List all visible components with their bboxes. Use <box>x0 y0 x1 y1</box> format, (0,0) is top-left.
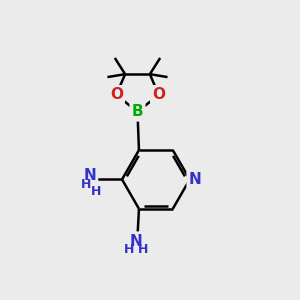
Text: H: H <box>91 185 101 198</box>
Text: H: H <box>124 244 134 256</box>
Text: O: O <box>152 87 165 102</box>
Text: N: N <box>189 172 201 187</box>
Text: H: H <box>81 178 91 191</box>
Text: N: N <box>130 234 142 249</box>
Text: B: B <box>132 104 143 119</box>
Text: N: N <box>83 167 96 182</box>
Text: H: H <box>138 244 148 256</box>
Text: O: O <box>110 87 123 102</box>
